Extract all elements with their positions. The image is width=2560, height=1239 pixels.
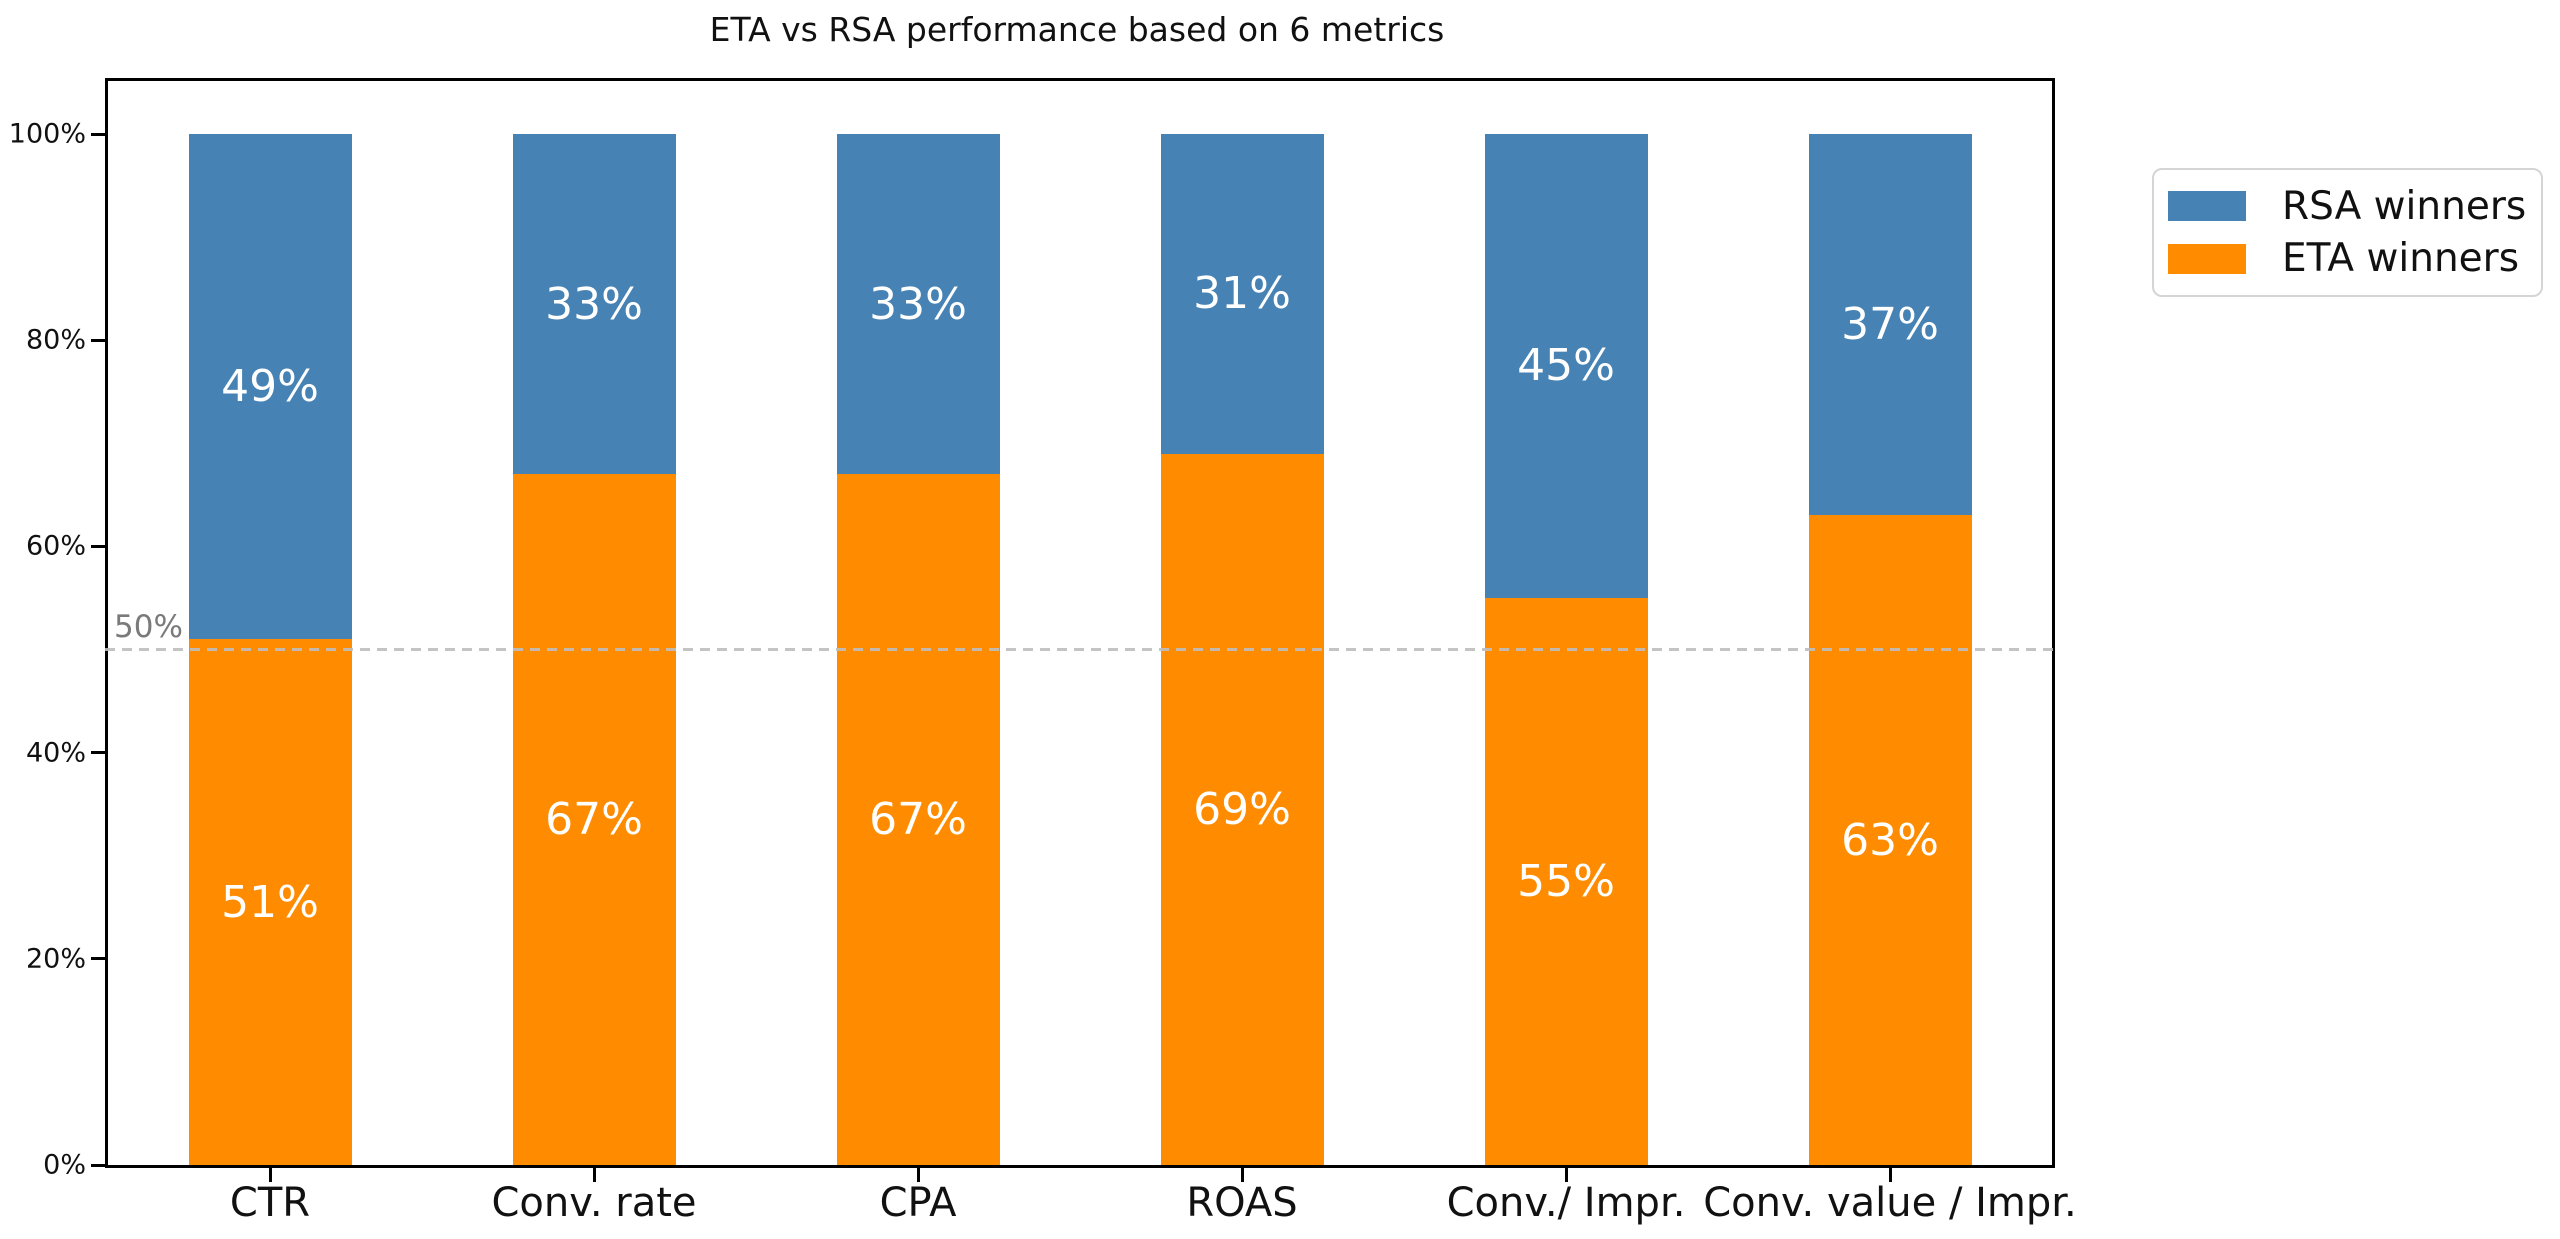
x-tick-mark	[1564, 1168, 1568, 1182]
y-tick-label: 40%	[25, 737, 86, 769]
plot-area: 51% 49% 67% 33% 67% 33% 69% 31% 55% 45% 63% 37% 0% 2…	[9, 78, 2055, 1182]
x-tick-label-5: Conv./ Impr.	[1446, 1180, 1686, 1226]
bar-value-label: 49%	[221, 361, 319, 413]
bar-value-label: 37%	[1841, 299, 1939, 351]
bar-segment-rsa: 49%	[188, 134, 352, 640]
bar-segment-rsa: 45%	[1484, 134, 1648, 598]
bar-segment-rsa: 33%	[836, 134, 1000, 475]
legend-swatch-eta-icon	[2168, 243, 2246, 274]
x-tick-label-6: Conv. value / Impr.	[1703, 1180, 2077, 1226]
bar-value-label: 31%	[1193, 268, 1291, 320]
bar-segment-eta: 67%	[836, 474, 1000, 1165]
bar-value-label: 63%	[1841, 814, 1939, 866]
bar-3: 67% 33%	[836, 81, 1000, 1165]
y-tick-mark	[91, 957, 105, 961]
y-tick-mark	[91, 751, 105, 755]
x-tick-label-2: Conv. rate	[491, 1180, 697, 1226]
bar-segment-rsa: 37%	[1808, 134, 1972, 516]
bar-value-label: 67%	[545, 794, 643, 846]
bar-value-label: 67%	[869, 794, 967, 846]
x-tick-label-4: ROAS	[1186, 1180, 1298, 1226]
bar-value-label: 33%	[869, 278, 967, 330]
bar-segment-rsa: 33%	[512, 134, 676, 475]
reference-line-50pct	[105, 648, 2055, 651]
y-tick-label: 80%	[25, 324, 86, 356]
y-tick-mark	[91, 132, 105, 136]
y-tick-label: 60%	[25, 530, 86, 562]
x-axis: CTR Conv. rate CPA ROAS Conv./ Impr. Conv. va…	[108, 1180, 2077, 1235]
bar-value-label: 33%	[545, 278, 643, 330]
bar-1: 51% 49%	[188, 81, 352, 1165]
bar-value-label: 55%	[1517, 855, 1615, 907]
y-tick-mark	[91, 544, 105, 548]
legend: RSA winners ETA winners	[2152, 168, 2543, 297]
legend-swatch-rsa-icon	[2168, 191, 2246, 222]
x-tick-mark	[268, 1168, 272, 1182]
bar-segment-eta: 55%	[1484, 597, 1648, 1165]
bar-6: 63% 37%	[1808, 81, 1972, 1165]
y-tick-mark	[91, 338, 105, 342]
legend-label-rsa: RSA winners	[2282, 183, 2527, 229]
y-tick-label: 20%	[25, 943, 86, 975]
bar-value-label: 69%	[1193, 783, 1291, 835]
legend-label-eta: ETA winners	[2282, 236, 2520, 282]
x-tick-mark	[1240, 1168, 1244, 1182]
bar-2: 67% 33%	[512, 81, 676, 1165]
bar-segment-rsa: 31%	[1160, 134, 1324, 454]
x-tick-mark	[1888, 1168, 1892, 1182]
y-tick-label: 0%	[43, 1149, 86, 1181]
legend-item-eta-winners: ETA winners	[2168, 236, 2527, 281]
x-tick-label-3: CPA	[879, 1180, 957, 1226]
y-tick-label: 100%	[8, 118, 86, 150]
x-tick-mark	[592, 1168, 596, 1182]
bar-value-label: 45%	[1517, 340, 1615, 392]
bar-value-label: 51%	[221, 876, 319, 928]
x-tick-mark	[916, 1168, 920, 1182]
bar-segment-eta: 69%	[1160, 453, 1324, 1165]
y-tick-mark	[91, 1163, 105, 1167]
legend-item-rsa-winners: RSA winners	[2168, 184, 2527, 229]
bar-segment-eta: 63%	[1808, 515, 1972, 1165]
bar-5: 55% 45%	[1484, 81, 1648, 1165]
bar-4: 69% 31%	[1160, 81, 1324, 1165]
bar-segment-eta: 51%	[188, 639, 352, 1165]
reference-line-label: 50%	[114, 609, 183, 645]
bar-segment-eta: 67%	[512, 474, 676, 1165]
chart-title: ETA vs RSA performance based on 6 metric…	[709, 10, 1445, 49]
x-tick-label-1: CTR	[229, 1180, 311, 1226]
